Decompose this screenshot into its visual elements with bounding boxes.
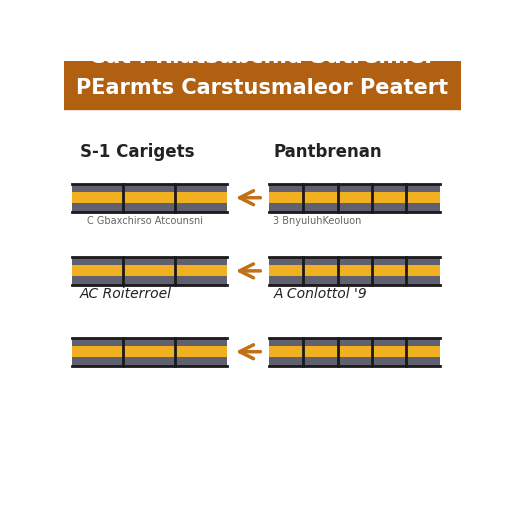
Bar — [72, 203, 227, 211]
Text: 3 BnyuluhKeoluon: 3 BnyuluhKeoluon — [273, 216, 361, 226]
Bar — [269, 257, 440, 265]
Bar — [269, 338, 440, 346]
Bar — [72, 192, 227, 203]
Text: Cat PRiatsubcnid Satremier: Cat PRiatsubcnid Satremier — [89, 47, 436, 67]
Bar — [269, 346, 440, 357]
Bar — [269, 192, 440, 203]
Text: A Conlottol '9: A Conlottol '9 — [273, 287, 367, 301]
Text: AC Roiterroel: AC Roiterroel — [79, 287, 172, 301]
Bar — [269, 203, 440, 211]
Text: S-1 Carigets: S-1 Carigets — [79, 142, 194, 161]
Bar — [72, 338, 227, 346]
Bar — [72, 346, 227, 357]
Bar — [269, 184, 440, 192]
Bar — [72, 257, 227, 265]
Text: C Gbaxchirso Atcounsni: C Gbaxchirso Atcounsni — [87, 216, 203, 226]
Bar — [72, 184, 227, 192]
Bar — [72, 276, 227, 285]
Bar — [72, 265, 227, 276]
Bar — [269, 357, 440, 366]
Bar — [64, 40, 461, 109]
Text: PEarmts Carstusmaleor Peatert: PEarmts Carstusmaleor Peatert — [76, 78, 449, 98]
Bar — [269, 276, 440, 285]
Text: Pantbrenan: Pantbrenan — [273, 142, 382, 161]
Bar — [72, 357, 227, 366]
Bar — [269, 265, 440, 276]
